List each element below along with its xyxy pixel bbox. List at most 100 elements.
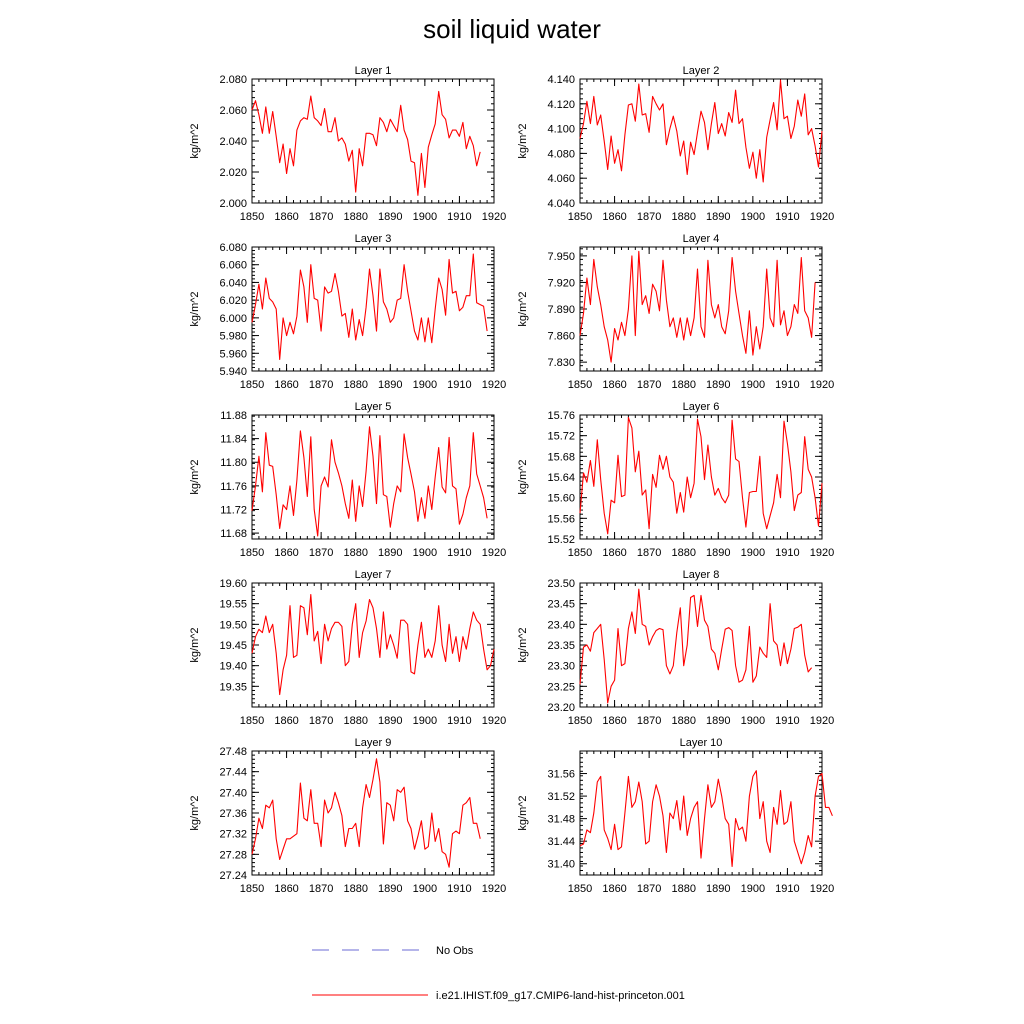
y-tick-label: 6.000 bbox=[219, 313, 247, 325]
y-tick-label: 2.020 bbox=[219, 167, 247, 179]
panel-layer-6: Layer 6 kg/m^2 1850 1860 1870 1880 1890 1900 191… bbox=[517, 401, 834, 559]
y-tick-label: 2.080 bbox=[219, 74, 247, 86]
y-tick-label: 4.060 bbox=[547, 173, 575, 185]
x-tick-label: 1860 bbox=[274, 715, 298, 727]
x-tick-label: 1890 bbox=[706, 211, 730, 223]
y-tick-label: 2.040 bbox=[219, 136, 247, 148]
y-axis-label: kg/m^2 bbox=[189, 291, 201, 326]
x-tick-label: 1860 bbox=[274, 883, 298, 895]
y-tick-label: 4.040 bbox=[547, 198, 575, 210]
series-line bbox=[579, 79, 823, 183]
y-axis-label: kg/m^2 bbox=[517, 291, 529, 326]
y-axis-label: kg/m^2 bbox=[189, 459, 201, 494]
y-tick-label: 15.72 bbox=[547, 431, 575, 443]
x-tick-label: 1900 bbox=[741, 715, 765, 727]
x-tick-label: 1870 bbox=[309, 547, 333, 559]
panel-title: Layer 4 bbox=[683, 233, 720, 245]
panel-frame bbox=[579, 750, 823, 876]
y-tick-label: 15.68 bbox=[547, 451, 575, 463]
y-axis-label: kg/m^2 bbox=[189, 795, 201, 830]
y-tick-label: 31.48 bbox=[547, 814, 575, 826]
x-tick-label: 1870 bbox=[309, 211, 333, 223]
series-line bbox=[251, 426, 488, 537]
y-tick-label: 7.830 bbox=[547, 357, 575, 369]
series-line bbox=[579, 417, 823, 535]
panel-frame bbox=[579, 78, 823, 204]
x-tick-label: 1900 bbox=[413, 883, 437, 895]
series-line bbox=[251, 253, 488, 361]
x-tick-label: 1870 bbox=[637, 379, 661, 391]
panel-title: Layer 9 bbox=[355, 737, 392, 749]
x-tick-label: 1890 bbox=[378, 379, 402, 391]
x-tick-label: 1870 bbox=[309, 715, 333, 727]
x-tick-label: 1920 bbox=[810, 211, 834, 223]
panel-layer-2: Layer 2 kg/m^2 1850 1860 1870 1880 1890 1900 191… bbox=[517, 65, 834, 223]
x-tick-label: 1890 bbox=[378, 715, 402, 727]
y-tick-label: 6.020 bbox=[219, 295, 247, 307]
y-tick-label: 27.28 bbox=[219, 849, 247, 861]
y-tick-label: 19.40 bbox=[219, 661, 247, 673]
x-tick-label: 1870 bbox=[309, 379, 333, 391]
y-tick-label: 15.76 bbox=[547, 410, 575, 422]
series-line bbox=[579, 588, 813, 704]
x-tick-label: 1870 bbox=[637, 211, 661, 223]
y-tick-label: 19.35 bbox=[219, 681, 247, 693]
x-tick-label: 1920 bbox=[810, 379, 834, 391]
y-tick-label: 11.80 bbox=[220, 457, 247, 469]
y-axis-label: kg/m^2 bbox=[517, 123, 529, 158]
y-tick-label: 5.980 bbox=[219, 331, 247, 343]
x-tick-label: 1850 bbox=[568, 379, 592, 391]
y-tick-label: 11.88 bbox=[220, 410, 247, 422]
x-tick-label: 1860 bbox=[602, 715, 626, 727]
legend-label: No Obs bbox=[436, 945, 474, 957]
x-tick-label: 1900 bbox=[413, 379, 437, 391]
x-tick-label: 1900 bbox=[413, 211, 437, 223]
x-tick-label: 1910 bbox=[775, 883, 799, 895]
y-tick-label: 27.44 bbox=[219, 767, 247, 779]
x-tick-label: 1920 bbox=[482, 547, 506, 559]
x-tick-label: 1860 bbox=[602, 379, 626, 391]
panel-title: Layer 10 bbox=[680, 737, 723, 749]
y-tick-label: 2.000 bbox=[219, 198, 247, 210]
series-line bbox=[251, 90, 481, 196]
y-tick-label: 27.36 bbox=[219, 808, 247, 820]
x-tick-label: 1870 bbox=[637, 547, 661, 559]
y-axis-label: kg/m^2 bbox=[189, 627, 201, 662]
x-tick-label: 1900 bbox=[741, 883, 765, 895]
x-tick-label: 1850 bbox=[240, 547, 264, 559]
x-tick-label: 1850 bbox=[240, 715, 264, 727]
y-tick-label: 4.120 bbox=[547, 99, 575, 111]
y-tick-label: 31.40 bbox=[547, 859, 575, 871]
x-tick-label: 1920 bbox=[810, 547, 834, 559]
y-tick-label: 27.32 bbox=[219, 829, 247, 841]
panel-frame bbox=[251, 750, 495, 876]
y-axis-label: kg/m^2 bbox=[517, 459, 529, 494]
x-tick-label: 1890 bbox=[706, 379, 730, 391]
x-tick-label: 1910 bbox=[447, 211, 471, 223]
x-tick-label: 1890 bbox=[706, 547, 730, 559]
legend-label: i.e21.IHIST.f09_g17.CMIP6-land-hist-prin… bbox=[436, 990, 685, 1002]
y-tick-label: 27.48 bbox=[219, 746, 247, 758]
panel-layer-1: Layer 1 kg/m^2 1850 1860 1870 1880 1890 1900 191… bbox=[189, 65, 506, 223]
x-tick-label: 1900 bbox=[413, 715, 437, 727]
y-axis-label: kg/m^2 bbox=[517, 627, 529, 662]
panel-frame bbox=[579, 582, 823, 708]
x-tick-label: 1920 bbox=[482, 211, 506, 223]
y-tick-label: 23.45 bbox=[547, 599, 575, 611]
panel-title: Layer 3 bbox=[355, 233, 392, 245]
x-tick-label: 1860 bbox=[602, 547, 626, 559]
x-tick-label: 1880 bbox=[671, 883, 695, 895]
x-tick-label: 1880 bbox=[343, 547, 367, 559]
panel-title: Layer 1 bbox=[355, 65, 392, 77]
x-tick-label: 1860 bbox=[602, 211, 626, 223]
series-line bbox=[251, 758, 481, 868]
x-tick-label: 1910 bbox=[447, 883, 471, 895]
y-tick-label: 23.35 bbox=[547, 640, 575, 652]
y-tick-label: 19.45 bbox=[219, 640, 247, 652]
x-tick-label: 1880 bbox=[671, 715, 695, 727]
panel-frame bbox=[251, 78, 495, 204]
x-tick-label: 1920 bbox=[810, 883, 834, 895]
y-tick-label: 23.25 bbox=[547, 681, 575, 693]
x-tick-label: 1920 bbox=[482, 883, 506, 895]
